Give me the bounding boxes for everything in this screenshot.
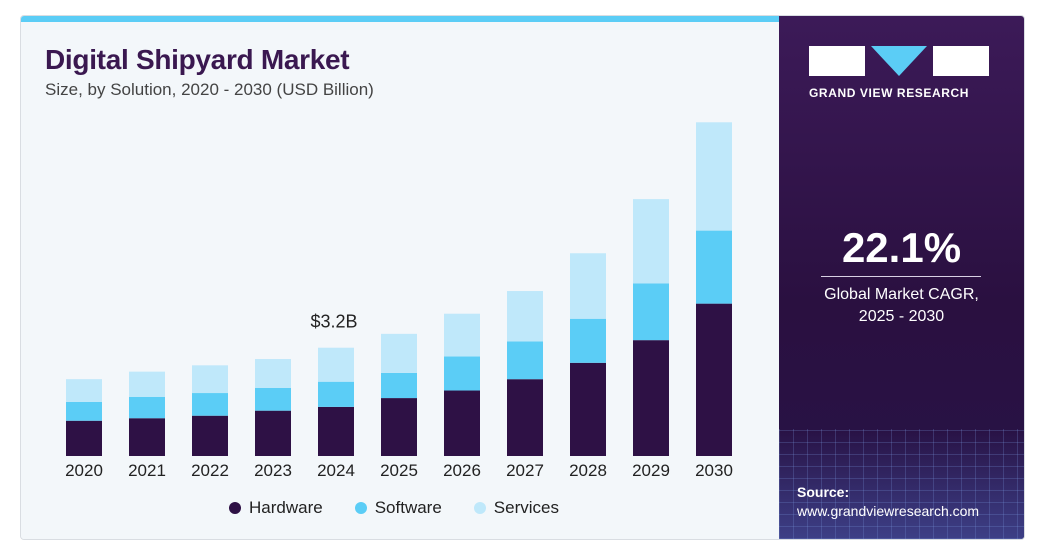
- x-tick-label-2030: 2030: [695, 461, 733, 480]
- bar-segment-services-2023: [255, 359, 291, 388]
- cagr-label-line1: Global Market CAGR,: [824, 286, 979, 303]
- bar-segment-hardware-2030: [696, 303, 732, 456]
- bar-segment-software-2026: [444, 356, 480, 391]
- bar-segment-software-2022: [192, 393, 228, 416]
- side-panel: GRAND VIEW RESEARCH 22.1% Global Market …: [779, 16, 1024, 539]
- x-tick-label-2026: 2026: [443, 461, 481, 480]
- legend-item-hardware: Hardware: [229, 498, 323, 518]
- bar-segment-hardware-2022: [192, 415, 228, 456]
- legend-label-software: Software: [374, 498, 442, 517]
- chart-card: Digital Shipyard Market Size, by Solutio…: [20, 15, 1025, 540]
- bar-segment-services-2026: [444, 313, 480, 357]
- brand-logo: GRAND VIEW RESEARCH: [809, 46, 999, 100]
- legend-item-services: Services: [473, 498, 559, 518]
- bar-segment-software-2024: [318, 381, 354, 407]
- chart-panel: Digital Shipyard Market Size, by Solutio…: [21, 16, 779, 539]
- annotation-label-2024: $3.2B: [310, 312, 357, 332]
- x-tick-label-2029: 2029: [632, 461, 670, 480]
- legend-label-hardware: Hardware: [249, 498, 323, 517]
- cagr-label: Global Market CAGR, 2025 - 2030: [779, 284, 1024, 328]
- bar-segment-hardware-2025: [381, 398, 417, 456]
- bar-segment-hardware-2024: [318, 406, 354, 456]
- bar-segment-software-2021: [129, 396, 165, 419]
- cagr-label-line2: 2025 - 2030: [858, 308, 945, 325]
- bar-segment-software-2029: [633, 283, 669, 341]
- bar-segment-hardware-2021: [129, 418, 165, 456]
- source-note: Source: www.grandviewresearch.com: [797, 483, 979, 521]
- bar-segment-services-2022: [192, 365, 228, 394]
- cagr-divider: [821, 276, 981, 277]
- bar-segment-services-2024: [318, 347, 354, 382]
- bar-segment-hardware-2029: [633, 340, 669, 456]
- legend-swatch-services: [473, 502, 486, 514]
- x-tick-label-2024: 2024: [317, 461, 355, 480]
- x-tick-label-2020: 2020: [65, 461, 103, 480]
- cagr-value: 22.1%: [841, 224, 962, 271]
- x-tick-label-2028: 2028: [569, 461, 607, 480]
- bar-segment-services-2025: [381, 333, 417, 373]
- top-accent-bar: [21, 16, 779, 22]
- bar-segment-software-2020: [66, 401, 102, 421]
- bar-segment-services-2021: [129, 371, 165, 397]
- bar-segment-software-2027: [507, 341, 543, 380]
- x-tick-label-2025: 2025: [380, 461, 418, 480]
- bar-segment-software-2028: [570, 318, 606, 363]
- decorative-grid-floor: [779, 429, 1024, 539]
- bar-segment-services-2029: [633, 199, 669, 284]
- bar-segment-hardware-2023: [255, 410, 291, 456]
- x-tick-label-2027: 2027: [506, 461, 544, 480]
- legend-swatch-software: [354, 502, 367, 514]
- legend-label-services: Services: [493, 498, 559, 517]
- bar-segment-software-2030: [696, 230, 732, 304]
- x-tick-label-2023: 2023: [254, 461, 292, 480]
- brand-mark-icon: [809, 46, 999, 76]
- bar-segment-hardware-2027: [507, 379, 543, 456]
- bar-segment-software-2025: [381, 372, 417, 399]
- bar-segment-services-2020: [66, 379, 102, 402]
- bar-segment-services-2030: [696, 122, 732, 231]
- x-tick-label-2022: 2022: [191, 461, 229, 480]
- legend-item-software: Software: [354, 498, 442, 518]
- bar-segment-hardware-2028: [570, 362, 606, 456]
- bar-segment-software-2023: [255, 388, 291, 411]
- bar-segment-services-2027: [507, 291, 543, 342]
- bar-segment-hardware-2026: [444, 390, 480, 456]
- chart-subtitle: Size, by Solution, 2020 - 2030 (USD Bill…: [45, 80, 374, 99]
- bar-segment-services-2028: [570, 253, 606, 319]
- bar-segment-hardware-2020: [66, 420, 102, 456]
- chart-title: Digital Shipyard Market: [45, 44, 350, 75]
- brand-name: GRAND VIEW RESEARCH: [809, 86, 970, 100]
- stacked-bar-chart: 2020 2021 2022 2023 2024 $3.2B 2025 2026 2027 202…: [65, 122, 733, 480]
- chart-legend: Hardware Software Services: [229, 498, 559, 518]
- legend-swatch-hardware: [229, 502, 241, 514]
- source-url[interactable]: www.grandviewresearch.com: [797, 503, 980, 519]
- x-tick-label-2021: 2021: [128, 461, 166, 480]
- source-title: Source:: [797, 484, 850, 500]
